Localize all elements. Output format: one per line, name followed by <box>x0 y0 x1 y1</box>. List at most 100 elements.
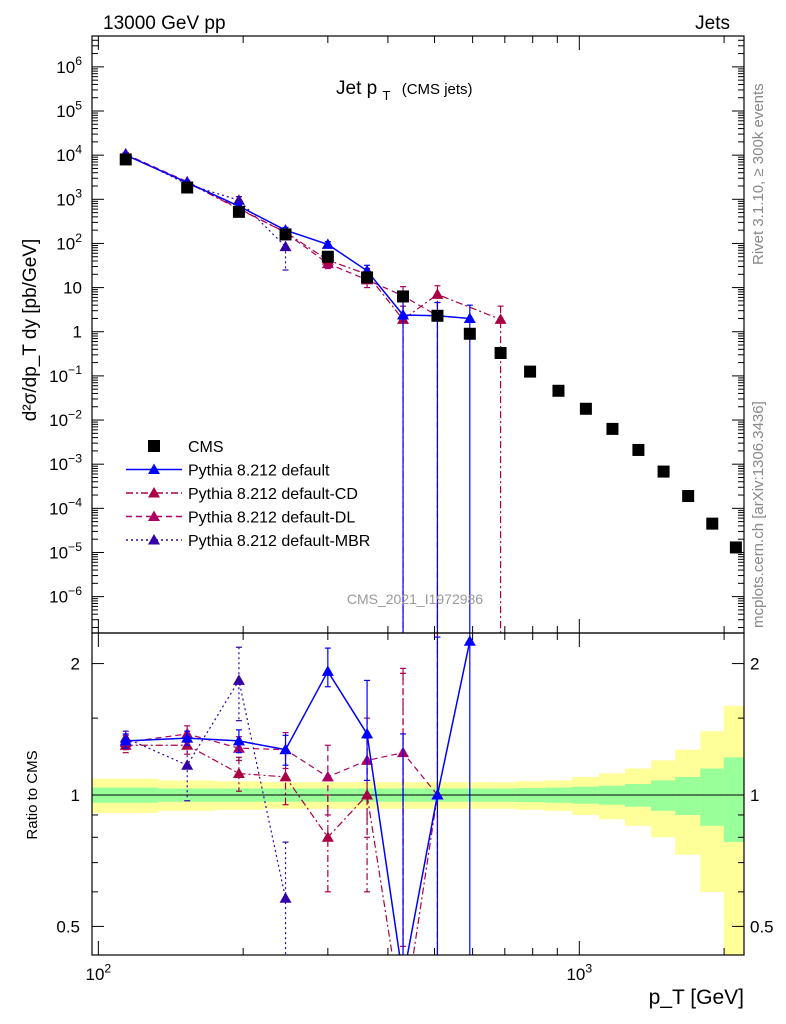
main-series-layer <box>119 147 742 633</box>
cms-data-point <box>606 422 619 435</box>
ratio-y-tick-label: 2 <box>71 655 80 674</box>
ratio-plot-frame <box>91 632 745 956</box>
main-y-tick-label-base: 10 <box>56 234 75 253</box>
main-y-tick-label-exponent: −4 <box>68 496 82 510</box>
main-y-tick-label: 106 <box>56 54 82 77</box>
cms-data-point <box>397 290 410 303</box>
ratio-data-point <box>397 1017 409 1024</box>
x-axis-label: p_T [GeV] <box>649 986 744 1009</box>
main-y-tick-label-exponent: −5 <box>68 540 82 554</box>
legend-label: Pythia 8.212 default-CD <box>188 486 358 503</box>
main-y-tick-label: 10−4 <box>49 496 82 519</box>
ratio-data-point <box>431 788 444 800</box>
cms-data-point <box>361 271 374 284</box>
ratio-data-point <box>181 732 194 743</box>
ratio-data-point <box>463 635 476 646</box>
main-y-tick-label-base: 10 <box>56 146 75 165</box>
main-data-point <box>494 313 507 324</box>
main-y-tick-label-exponent: 5 <box>75 98 82 112</box>
cms-data-point <box>632 443 645 456</box>
legend-marker <box>148 463 160 474</box>
cms-data-point <box>494 346 507 359</box>
main-y-tick-label: 10−6 <box>49 584 82 607</box>
main-y-tick-label-exponent: −6 <box>68 584 82 598</box>
main-y-tick-label-exponent: −3 <box>68 452 82 466</box>
main-y-tick-label: 10−2 <box>49 407 82 430</box>
ratio-stat-band <box>675 776 701 815</box>
axes-layer: 10610510410310210110−110−210−310−410−510… <box>49 35 774 984</box>
main-y-tick-label-base: 10 <box>56 58 75 77</box>
main-y-tick-label-exponent: 3 <box>75 187 82 201</box>
main-data-point <box>463 312 476 323</box>
ratio-data-point <box>232 674 245 685</box>
cms-data-point <box>321 250 334 263</box>
ratio-data-point <box>232 734 245 746</box>
side-label-rivet: Rivet 3.1.10, ≥ 300k events <box>750 83 767 265</box>
ratio-y-tick-label: 0.5 <box>56 917 80 936</box>
main-y-tick-label: 10−1 <box>49 363 82 386</box>
ratio-y-tick-label: 1 <box>71 786 80 805</box>
main-data-point <box>279 240 292 252</box>
legend-label: Pythia 8.212 default <box>188 463 330 480</box>
ratio-data-point <box>361 788 374 800</box>
x-tick-label-base: 10 <box>566 965 585 984</box>
main-y-tick-label-exponent: −1 <box>68 363 82 377</box>
legend-label: Pythia 8.212 default-DL <box>188 510 355 527</box>
main-title-text: Jet p <box>336 78 377 99</box>
ratio-data-point <box>321 770 334 782</box>
main-y-tick-label-base: 10 <box>49 367 68 386</box>
main-y-tick-label: 10−5 <box>49 540 82 563</box>
ratio-series-layer <box>119 633 476 1024</box>
ratio-series-line <box>125 733 438 796</box>
main-y-tick-label-base: 10 <box>49 411 68 430</box>
main-data-point <box>397 308 410 320</box>
ratio-series-line <box>125 678 287 899</box>
main-y-tick-label-exponent: 2 <box>75 231 82 245</box>
main-title-subscript: T <box>382 88 390 103</box>
main-title: Jet p T (CMS jets) <box>336 78 473 105</box>
main-y-tick-label: 103 <box>56 187 82 210</box>
ratio-data-point <box>119 734 132 746</box>
legend: CMS Pythia 8.212 default Pythia 8.212 defa… <box>126 439 370 550</box>
ratio-series-line <box>125 744 439 955</box>
cms-data-point <box>119 153 132 166</box>
ratio-data-point <box>232 767 245 779</box>
ratio-y-tick-label-right: 1 <box>750 786 759 805</box>
ratio-y-tick-label-right: 0.5 <box>750 917 774 936</box>
cms-data-point <box>279 228 292 241</box>
analysis-id: CMS_2021_I1972986 <box>347 591 483 607</box>
ratio-stat-band <box>700 768 725 826</box>
legend-marker <box>148 534 160 545</box>
main-y-tick-label-base: 10 <box>56 102 75 121</box>
main-y-tick-label: 104 <box>56 143 82 166</box>
cms-data-point <box>706 517 719 530</box>
cms-data-point <box>552 384 565 397</box>
ratio-data-point <box>279 892 292 903</box>
main-y-tick-label: 102 <box>56 231 82 254</box>
energy-label: 13000 GeV pp <box>103 13 226 34</box>
legend-label: CMS <box>188 439 224 456</box>
cms-data-point <box>232 205 245 218</box>
main-y-tick-label-base: 10 <box>49 455 68 474</box>
x-tick-label-exponent: 2 <box>104 961 111 975</box>
ratio-data-point <box>279 770 292 782</box>
cms-data-point <box>181 181 194 194</box>
main-y-tick-label-exponent: −2 <box>68 407 82 421</box>
main-y-tick-label-base: 10 <box>49 543 68 562</box>
side-label-mcplots: mcplots.cern.ch [arXiv:1306.3436] <box>750 401 767 628</box>
main-data-point <box>232 194 245 205</box>
ratio-data-point <box>279 743 292 755</box>
legend-marker <box>148 487 160 498</box>
cms-data-point <box>657 465 670 478</box>
cms-data-point <box>524 365 537 378</box>
category-label: Jets <box>695 13 730 34</box>
ratio-data-point <box>361 727 374 739</box>
main-y-tick-label-exponent: 4 <box>75 143 82 157</box>
ratio-y-axis-label: Ratio to CMS <box>24 750 41 839</box>
main-y-tick-label-base: 10 <box>49 499 68 518</box>
main-y-tick-label: 10−3 <box>49 452 82 475</box>
legend-marker <box>148 510 160 521</box>
main-series-line <box>125 154 470 320</box>
main-y-tick-label-base: 10 <box>49 588 68 607</box>
